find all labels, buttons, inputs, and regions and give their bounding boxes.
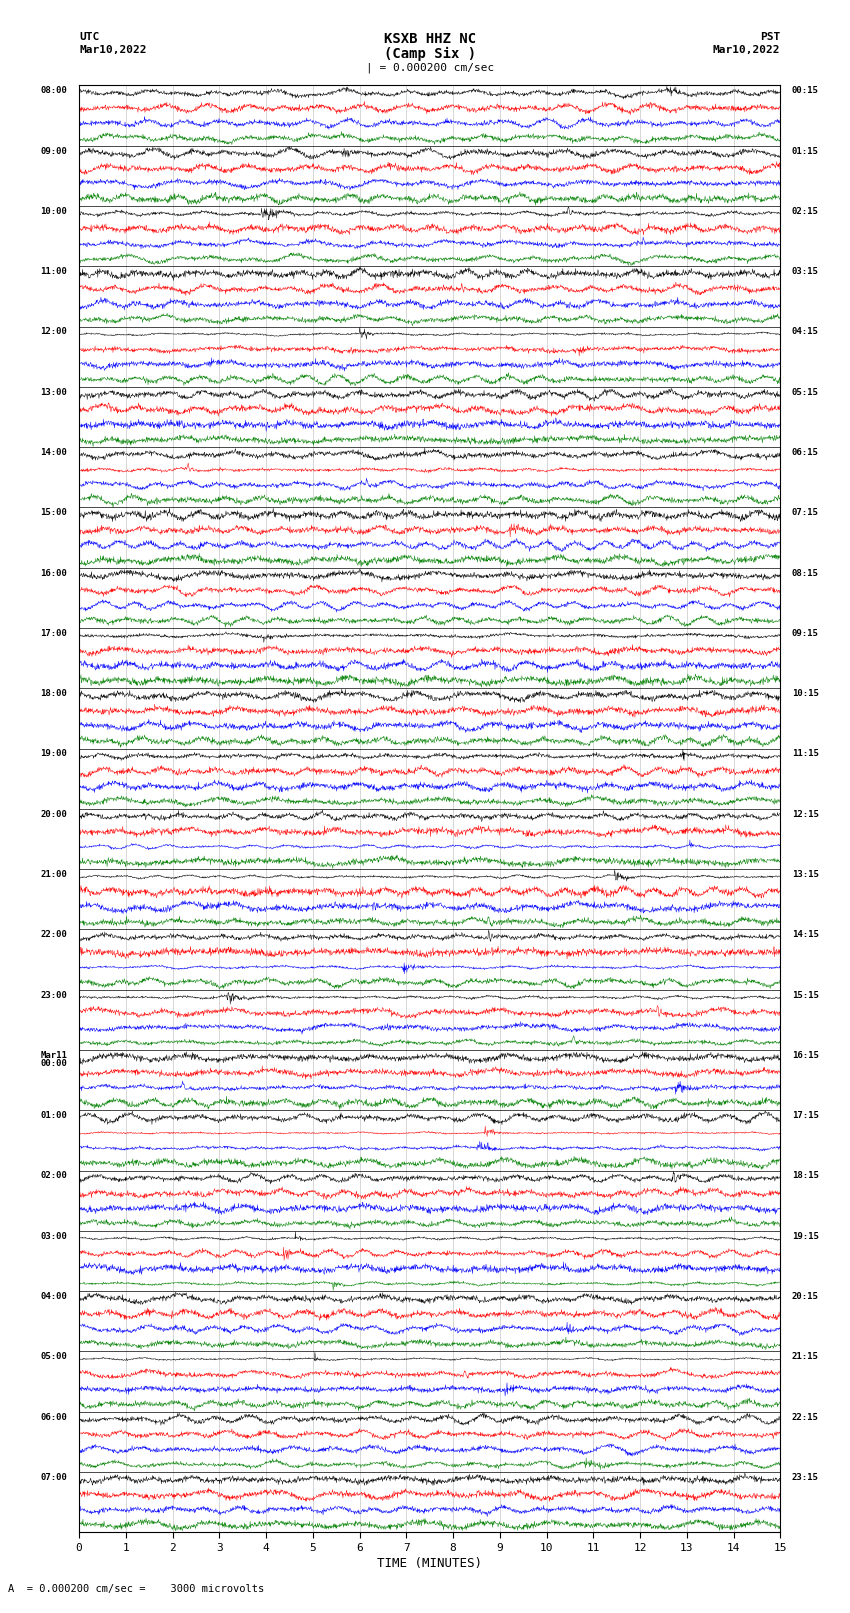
Text: 23:15: 23:15 (792, 1473, 819, 1482)
Text: PST: PST (760, 32, 780, 42)
Text: 06:00: 06:00 (41, 1413, 67, 1421)
Text: 15:15: 15:15 (792, 990, 819, 1000)
Text: A  = 0.000200 cm/sec =    3000 microvolts: A = 0.000200 cm/sec = 3000 microvolts (8, 1584, 264, 1594)
Text: (Camp Six ): (Camp Six ) (383, 47, 476, 61)
Text: 18:15: 18:15 (792, 1171, 819, 1181)
Text: 07:15: 07:15 (792, 508, 819, 518)
Text: 02:15: 02:15 (792, 206, 819, 216)
Text: 11:00: 11:00 (41, 268, 67, 276)
Text: Mar10,2022: Mar10,2022 (713, 45, 780, 55)
X-axis label: TIME (MINUTES): TIME (MINUTES) (377, 1557, 482, 1569)
Text: 04:00: 04:00 (41, 1292, 67, 1302)
Text: 00:00: 00:00 (41, 1060, 67, 1068)
Text: 21:00: 21:00 (41, 869, 67, 879)
Text: UTC: UTC (79, 32, 99, 42)
Text: 12:15: 12:15 (792, 810, 819, 819)
Text: 14:15: 14:15 (792, 931, 819, 939)
Text: 15:00: 15:00 (41, 508, 67, 518)
Text: 03:00: 03:00 (41, 1232, 67, 1240)
Text: 19:00: 19:00 (41, 750, 67, 758)
Text: KSXB HHZ NC: KSXB HHZ NC (383, 32, 476, 47)
Text: 08:15: 08:15 (792, 568, 819, 577)
Text: 05:00: 05:00 (41, 1352, 67, 1361)
Text: Mar11: Mar11 (41, 1050, 67, 1060)
Text: 10:00: 10:00 (41, 206, 67, 216)
Text: 07:00: 07:00 (41, 1473, 67, 1482)
Text: 21:15: 21:15 (792, 1352, 819, 1361)
Text: 03:15: 03:15 (792, 268, 819, 276)
Text: 13:00: 13:00 (41, 387, 67, 397)
Text: | = 0.000200 cm/sec: | = 0.000200 cm/sec (366, 63, 494, 74)
Text: 01:00: 01:00 (41, 1111, 67, 1119)
Text: 00:15: 00:15 (792, 85, 819, 95)
Text: 09:15: 09:15 (792, 629, 819, 637)
Text: 20:00: 20:00 (41, 810, 67, 819)
Text: 16:00: 16:00 (41, 568, 67, 577)
Text: 06:15: 06:15 (792, 448, 819, 456)
Text: 18:00: 18:00 (41, 689, 67, 698)
Text: 16:15: 16:15 (792, 1050, 819, 1060)
Text: 12:00: 12:00 (41, 327, 67, 337)
Text: 19:15: 19:15 (792, 1232, 819, 1240)
Text: 11:15: 11:15 (792, 750, 819, 758)
Text: 14:00: 14:00 (41, 448, 67, 456)
Text: 09:00: 09:00 (41, 147, 67, 155)
Text: 04:15: 04:15 (792, 327, 819, 337)
Text: 20:15: 20:15 (792, 1292, 819, 1302)
Text: 13:15: 13:15 (792, 869, 819, 879)
Text: 08:00: 08:00 (41, 85, 67, 95)
Text: 22:15: 22:15 (792, 1413, 819, 1421)
Text: 23:00: 23:00 (41, 990, 67, 1000)
Text: 22:00: 22:00 (41, 931, 67, 939)
Text: 10:15: 10:15 (792, 689, 819, 698)
Text: 17:15: 17:15 (792, 1111, 819, 1119)
Text: 01:15: 01:15 (792, 147, 819, 155)
Text: 17:00: 17:00 (41, 629, 67, 637)
Text: Mar10,2022: Mar10,2022 (79, 45, 146, 55)
Text: 02:00: 02:00 (41, 1171, 67, 1181)
Text: 05:15: 05:15 (792, 387, 819, 397)
